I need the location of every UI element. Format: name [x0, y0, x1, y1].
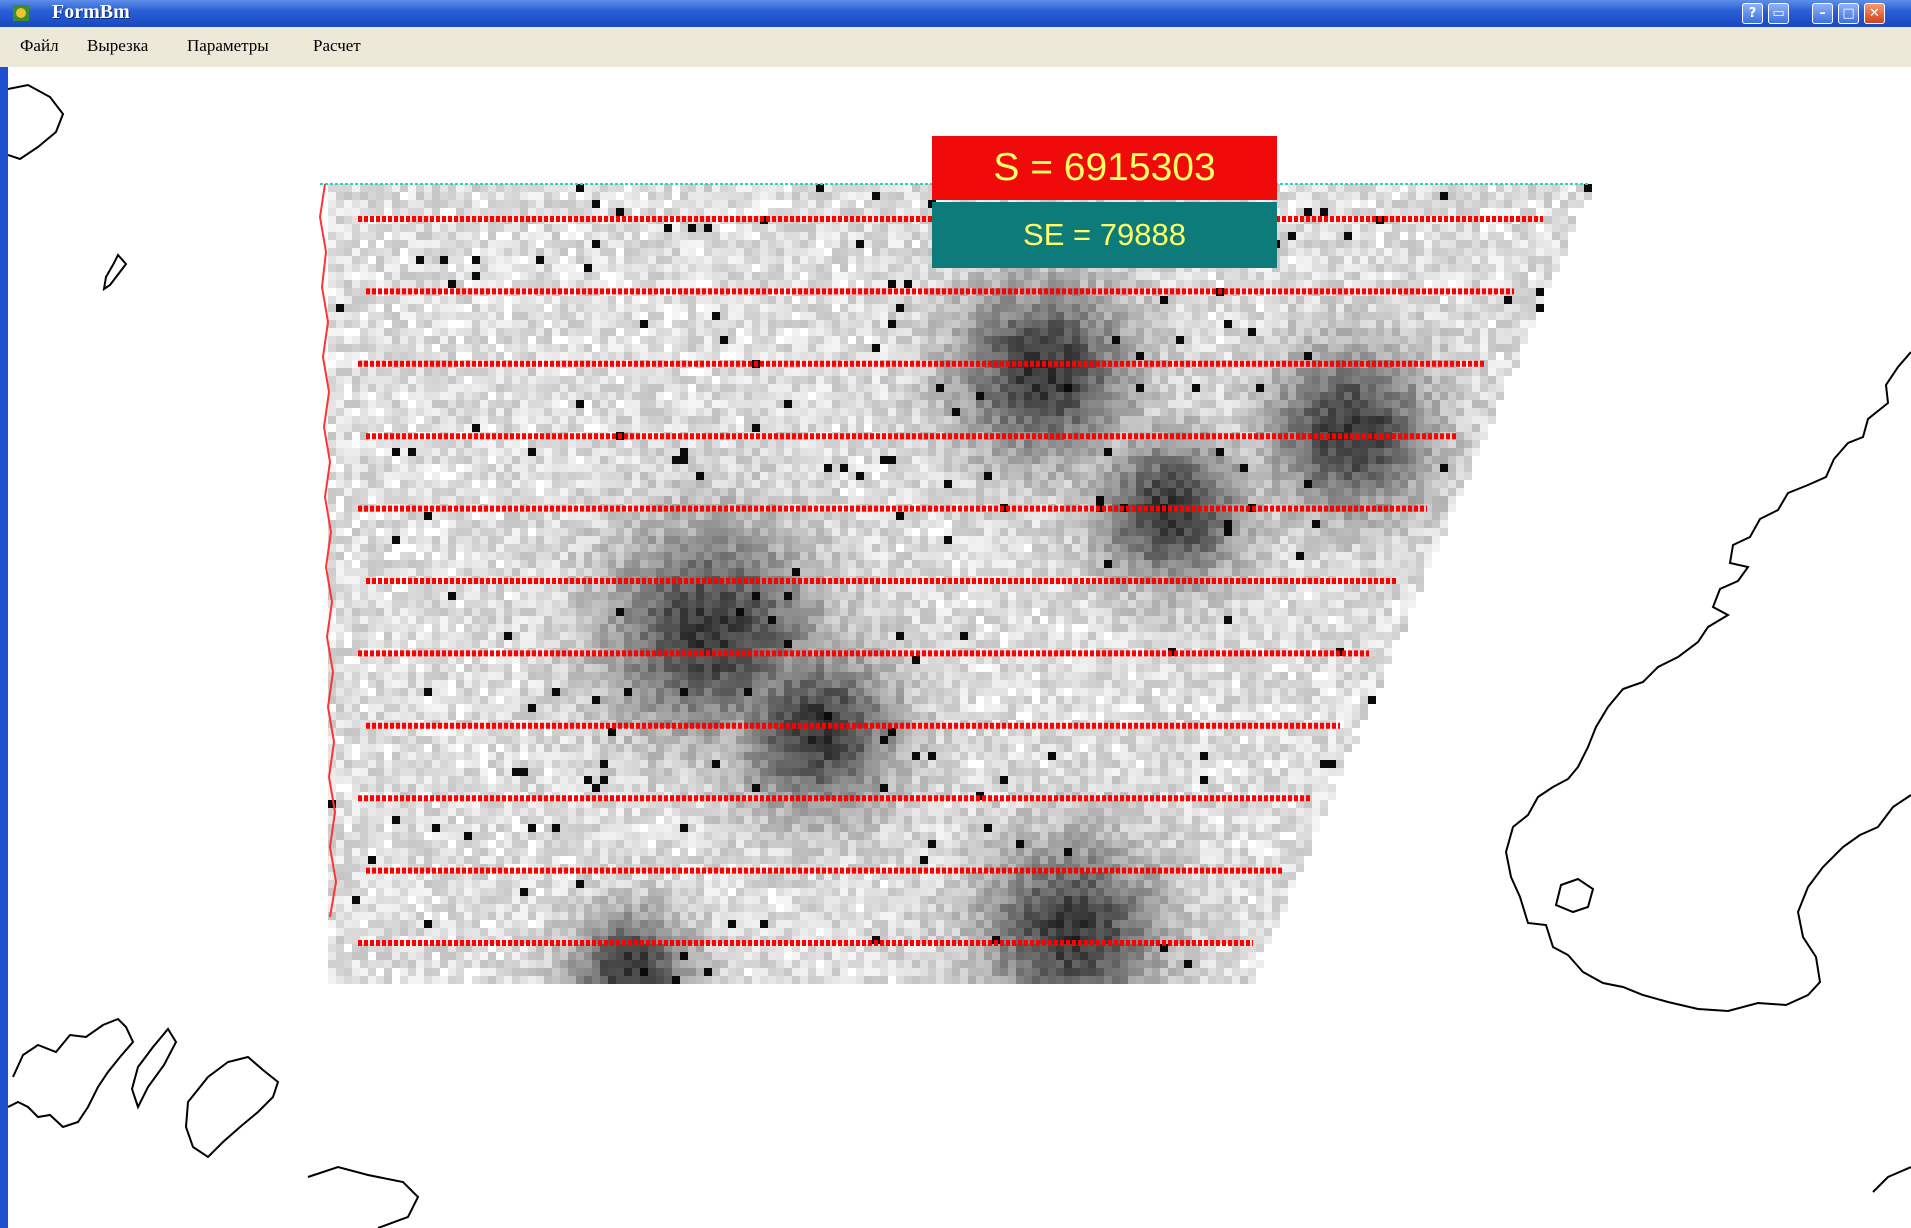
menu-calculation[interactable]: Расчет	[313, 36, 361, 55]
close-button[interactable]: ✕	[1864, 3, 1885, 24]
se-readout: SE = 79888	[932, 202, 1277, 268]
restore-icon: ▭	[1772, 6, 1785, 21]
maximize-button[interactable]: □	[1838, 3, 1859, 24]
s-readout: S = 6915303	[932, 136, 1277, 200]
window-frame-left	[0, 67, 8, 1228]
menu-parameters[interactable]: Параметры	[187, 36, 269, 55]
restore-button[interactable]: ▭	[1768, 3, 1789, 24]
minimize-icon: –	[1819, 6, 1826, 21]
menu-file[interactable]: Файл	[20, 36, 59, 55]
help-button[interactable]: ?	[1742, 3, 1763, 24]
coastline	[8, 83, 1911, 1228]
close-icon: ✕	[1869, 6, 1880, 21]
maximize-icon: □	[1842, 6, 1855, 21]
help-icon: ?	[1748, 6, 1757, 21]
title-bar: FormBm ? ▭ – □ ✕	[0, 0, 1911, 27]
menu-bar: Файл Вырезка Параметры Расчет	[0, 27, 1911, 67]
track-lines	[358, 216, 1543, 946]
grid-edge	[318, 183, 1588, 918]
minimize-button[interactable]: –	[1812, 3, 1833, 24]
app-icon	[13, 5, 29, 21]
map-canvas[interactable]: S = 6915303 SE = 79888	[8, 67, 1911, 1228]
menu-cut[interactable]: Вырезка	[87, 36, 149, 55]
window-title: FormBm	[52, 1, 130, 23]
